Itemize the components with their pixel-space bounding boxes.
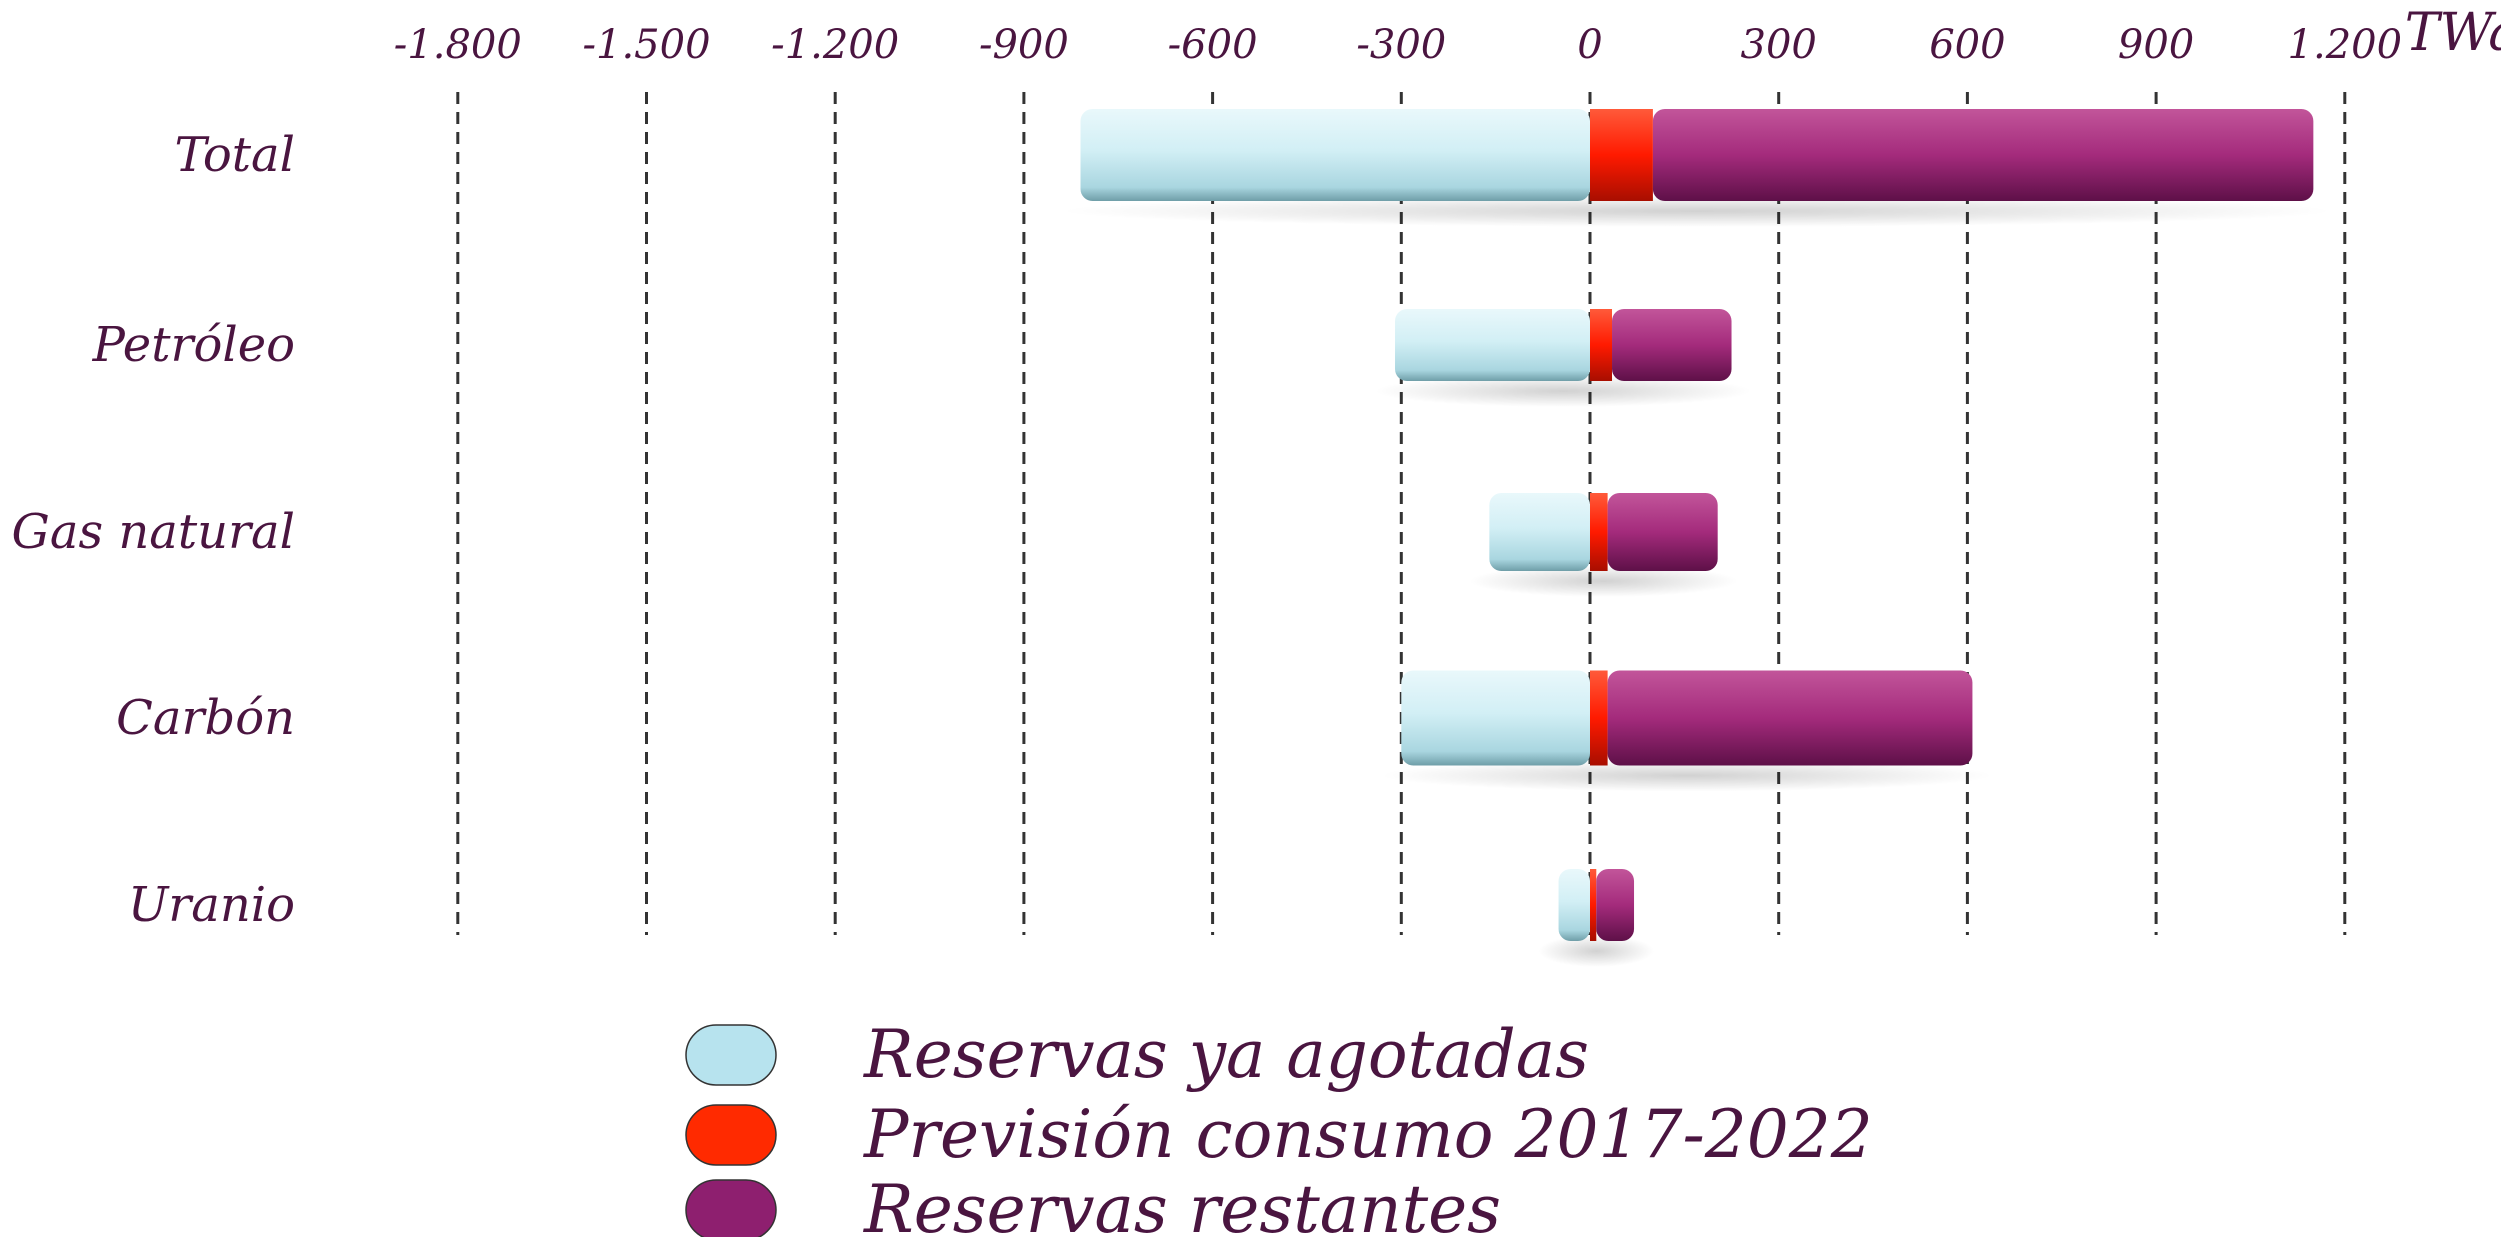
bar-group [1060,109,2334,227]
category-label: Petróleo [92,317,295,373]
bar-segment [1590,670,1608,766]
bar-group [1538,869,1655,967]
x-tick-label: -300 [1356,22,1446,68]
category-label: Gas natural [12,504,296,560]
x-tick-label: 1.200 [2288,22,2403,68]
bar-segment [1489,493,1590,571]
bar-shadow [1375,375,1752,407]
bar-segment [1558,869,1590,941]
bar-shadow [1469,565,1738,597]
category-label: Uranio [128,877,295,933]
category-label: Total [175,127,295,183]
x-tick-label: 600 [1929,22,2005,68]
legend-label: Previsión consumo 2017-2022 [863,1096,1873,1173]
x-axis: -1.800 -1.500 -1.200 -900 -600 -300 0 300 600 900… [394,22,2402,68]
bar-group [1469,493,1738,597]
x-tick-label: -900 [979,22,1069,68]
x-tick-label: 900 [2118,22,2194,68]
bar-segment [1652,109,2314,201]
legend-item: Reservas restantes [685,1171,1501,1242]
x-tick-label: -1.500 [582,22,710,68]
bar-shadow [1538,935,1655,967]
bar-segment [1612,309,1732,381]
bar-segment [1401,670,1590,766]
bar-segment [1080,109,1590,201]
x-tick-label: -1.200 [771,22,899,68]
legend-label: Reservas ya agotadas [863,1016,1589,1093]
bar-segment [1395,309,1590,381]
y-axis: Total Petróleo Gas natural Carbón Uranio [12,127,296,933]
bar-group [1375,309,1752,407]
legend-swatch [685,1179,777,1241]
bar-segment [1590,309,1613,381]
x-tick-label: 0 [1577,22,1602,68]
axis-unit-label: TWa [2405,3,2501,63]
x-tick-label: -600 [1168,22,1258,68]
grid-layer [456,92,2347,935]
bar-shadow [1060,195,2334,227]
legend-item: Reservas ya agotadas [685,1016,1589,1093]
bar-segment [1596,869,1635,941]
bars [1060,109,2334,967]
bar-segment [1607,493,1718,571]
x-tick-label: 300 [1741,22,1817,68]
bar-group [1381,670,1993,792]
legend-label: Reservas restantes [863,1171,1501,1237]
bar-segment [1590,869,1597,941]
category-label: Carbón [116,690,295,746]
legend-swatch [685,1024,777,1086]
legend-item: Previsión consumo 2017-2022 [685,1096,1873,1173]
bar-shadow [1381,759,1993,792]
bar-segment [1590,493,1608,571]
bar-segment [1590,109,1653,201]
bar-segment [1607,670,1973,766]
x-tick-label: -1.800 [394,22,522,68]
legend-swatch [685,1104,777,1166]
